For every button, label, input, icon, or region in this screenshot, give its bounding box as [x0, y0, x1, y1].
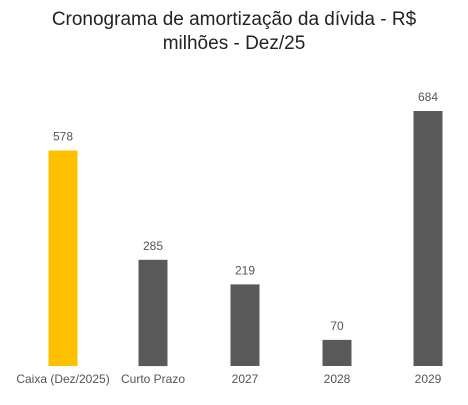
data-label-2: 219 [235, 263, 255, 277]
x-tick-label-3: 2028 [324, 372, 351, 386]
bar-0 [48, 150, 78, 366]
bar-2 [230, 284, 260, 366]
data-label-4: 684 [418, 90, 438, 104]
chart-title: Cronograma de amortização da dívida - R$… [0, 8, 468, 56]
x-tick-label-2: 2027 [232, 372, 259, 386]
data-label-1: 285 [143, 239, 163, 253]
x-tick-label-0: Caixa (Dez/2025) [16, 372, 109, 386]
x-tick-label-1: Curto Prazo [121, 372, 185, 386]
bar-4 [413, 111, 443, 366]
data-label-3: 70 [330, 319, 344, 333]
bar-1 [138, 259, 168, 367]
chart-title-line-2: milhões - Dez/25 [162, 33, 306, 54]
bar-3 [322, 339, 352, 366]
chart-title-line-1: Cronograma de amortização da dívida - R$ [51, 9, 417, 30]
x-tick-label-4: 2029 [415, 372, 442, 386]
data-label-0: 578 [53, 130, 73, 144]
